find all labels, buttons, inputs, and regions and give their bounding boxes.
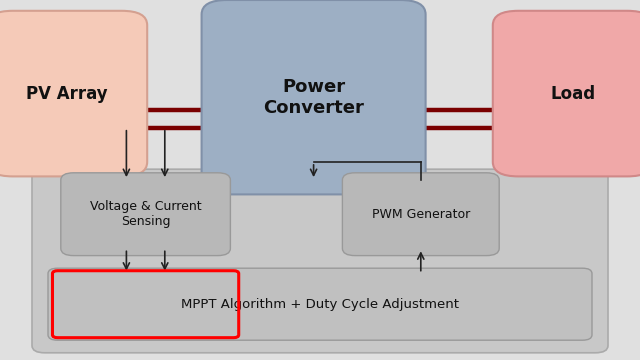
FancyBboxPatch shape xyxy=(342,173,499,256)
Text: Voltage & Current
Sensing: Voltage & Current Sensing xyxy=(90,200,202,228)
FancyBboxPatch shape xyxy=(0,11,147,176)
FancyBboxPatch shape xyxy=(48,268,592,340)
FancyBboxPatch shape xyxy=(32,169,608,353)
Text: PWM Generator: PWM Generator xyxy=(372,208,470,221)
FancyBboxPatch shape xyxy=(61,173,230,256)
Text: MPPT Algorithm + Duty Cycle Adjustment: MPPT Algorithm + Duty Cycle Adjustment xyxy=(181,298,459,311)
FancyBboxPatch shape xyxy=(202,0,426,194)
Text: Power
Converter: Power Converter xyxy=(263,78,364,117)
Text: PV Array: PV Array xyxy=(26,85,108,103)
FancyBboxPatch shape xyxy=(493,11,640,176)
Text: Load: Load xyxy=(550,85,595,103)
